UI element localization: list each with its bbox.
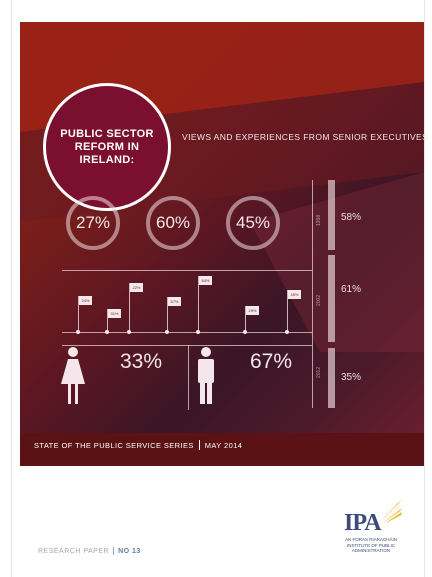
male-icon xyxy=(198,347,214,404)
year-bar-2 xyxy=(328,255,335,342)
flagpole-4 xyxy=(167,297,168,332)
divider-lower xyxy=(62,345,312,346)
cover-subtitle: VIEWS AND EXPERIENCES FROM SENIOR EXECUT… xyxy=(182,132,429,142)
flagpole-7 xyxy=(287,290,288,332)
series-strip xyxy=(20,433,424,466)
title-line-1: PUBLIC SECTOR xyxy=(60,127,154,140)
year-axis-line xyxy=(312,180,313,408)
flag-dot-4 xyxy=(165,330,169,334)
logo-subtext: AN FORAS RIARACHÁIN INSTITUTE OF PUBLIC … xyxy=(336,537,406,554)
flagpole-2 xyxy=(107,309,108,332)
flag-dot-6 xyxy=(243,330,247,334)
female-icon xyxy=(61,347,85,404)
logo-line-3: ADMINISTRATION xyxy=(351,548,391,553)
logo-line-1: AN FORAS RIARACHÁIN xyxy=(344,537,397,542)
flagpole-6 xyxy=(245,306,246,332)
series-line: STATE OF THE PUBLIC SERVICE SERIES MAY 2… xyxy=(34,440,242,450)
flag-dot-5 xyxy=(196,330,200,334)
stat-ring-2: 60% xyxy=(146,196,200,250)
flag-dot-7 xyxy=(285,330,289,334)
stat-ring-1-value: 27% xyxy=(75,213,111,232)
flag-baseline xyxy=(62,332,312,333)
year-label-1: 1998 xyxy=(316,214,322,226)
research-paper-text: RESEARCH PAPER xyxy=(38,547,110,555)
stat-ring-3: 45% xyxy=(226,196,280,250)
flag-dot-3 xyxy=(127,330,131,334)
logo-wordmark: IPA xyxy=(344,510,382,536)
year-label-2: 2002 xyxy=(316,294,322,306)
logo-rays-icon xyxy=(378,500,402,524)
title-line-2: REFORM IN IRELAND: xyxy=(74,140,140,166)
flag-7: 45% xyxy=(288,290,301,299)
year-value-3: 35% xyxy=(341,372,362,383)
series-title: STATE OF THE PUBLIC SERVICE SERIES xyxy=(34,440,194,450)
year-value-1: 58% xyxy=(341,212,362,223)
flag-3: 22% xyxy=(130,283,143,292)
flag-dot-2 xyxy=(105,330,109,334)
ipa-logo: IPA AN FORAS RIARACHÁIN INSTITUTE OF PUB… xyxy=(336,500,406,564)
series-separator xyxy=(198,440,200,450)
gender-divider xyxy=(188,345,189,410)
divider-upper xyxy=(62,270,312,271)
female-percentage: 33% xyxy=(120,350,163,373)
series-date: MAY 2014 xyxy=(204,440,243,450)
flagpole-5 xyxy=(198,276,199,332)
research-paper-label: RESEARCH PAPER NO 13 xyxy=(38,547,141,555)
flag-1: 24% xyxy=(79,296,92,305)
flag-2: 31% xyxy=(108,309,121,318)
year-bar-3 xyxy=(328,348,335,408)
flag-5: 84% xyxy=(199,276,212,285)
stat-ring-1: 27% xyxy=(66,196,120,250)
research-paper-number: NO 13 xyxy=(118,547,141,555)
year-value-2: 61% xyxy=(341,284,362,295)
stat-ring-3-value: 45% xyxy=(235,213,271,232)
flagpole-1 xyxy=(78,296,79,332)
research-separator xyxy=(113,547,115,555)
year-bar-1 xyxy=(328,180,335,250)
flag-6: 29% xyxy=(246,306,259,315)
stat-ring-2-value: 60% xyxy=(155,213,191,232)
title-circle: PUBLIC SECTOR REFORM IN IRELAND: xyxy=(43,83,171,211)
year-label-3: 2012 xyxy=(316,366,322,378)
flag-4: 57% xyxy=(168,297,181,306)
flagpole-3 xyxy=(129,283,130,332)
male-percentage: 67% xyxy=(250,350,293,373)
flag-dot-1 xyxy=(76,330,80,334)
logo-line-2: INSTITUTE OF PUBLIC xyxy=(346,542,396,548)
